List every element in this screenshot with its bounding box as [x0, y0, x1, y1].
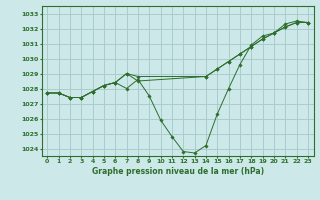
- X-axis label: Graphe pression niveau de la mer (hPa): Graphe pression niveau de la mer (hPa): [92, 167, 264, 176]
